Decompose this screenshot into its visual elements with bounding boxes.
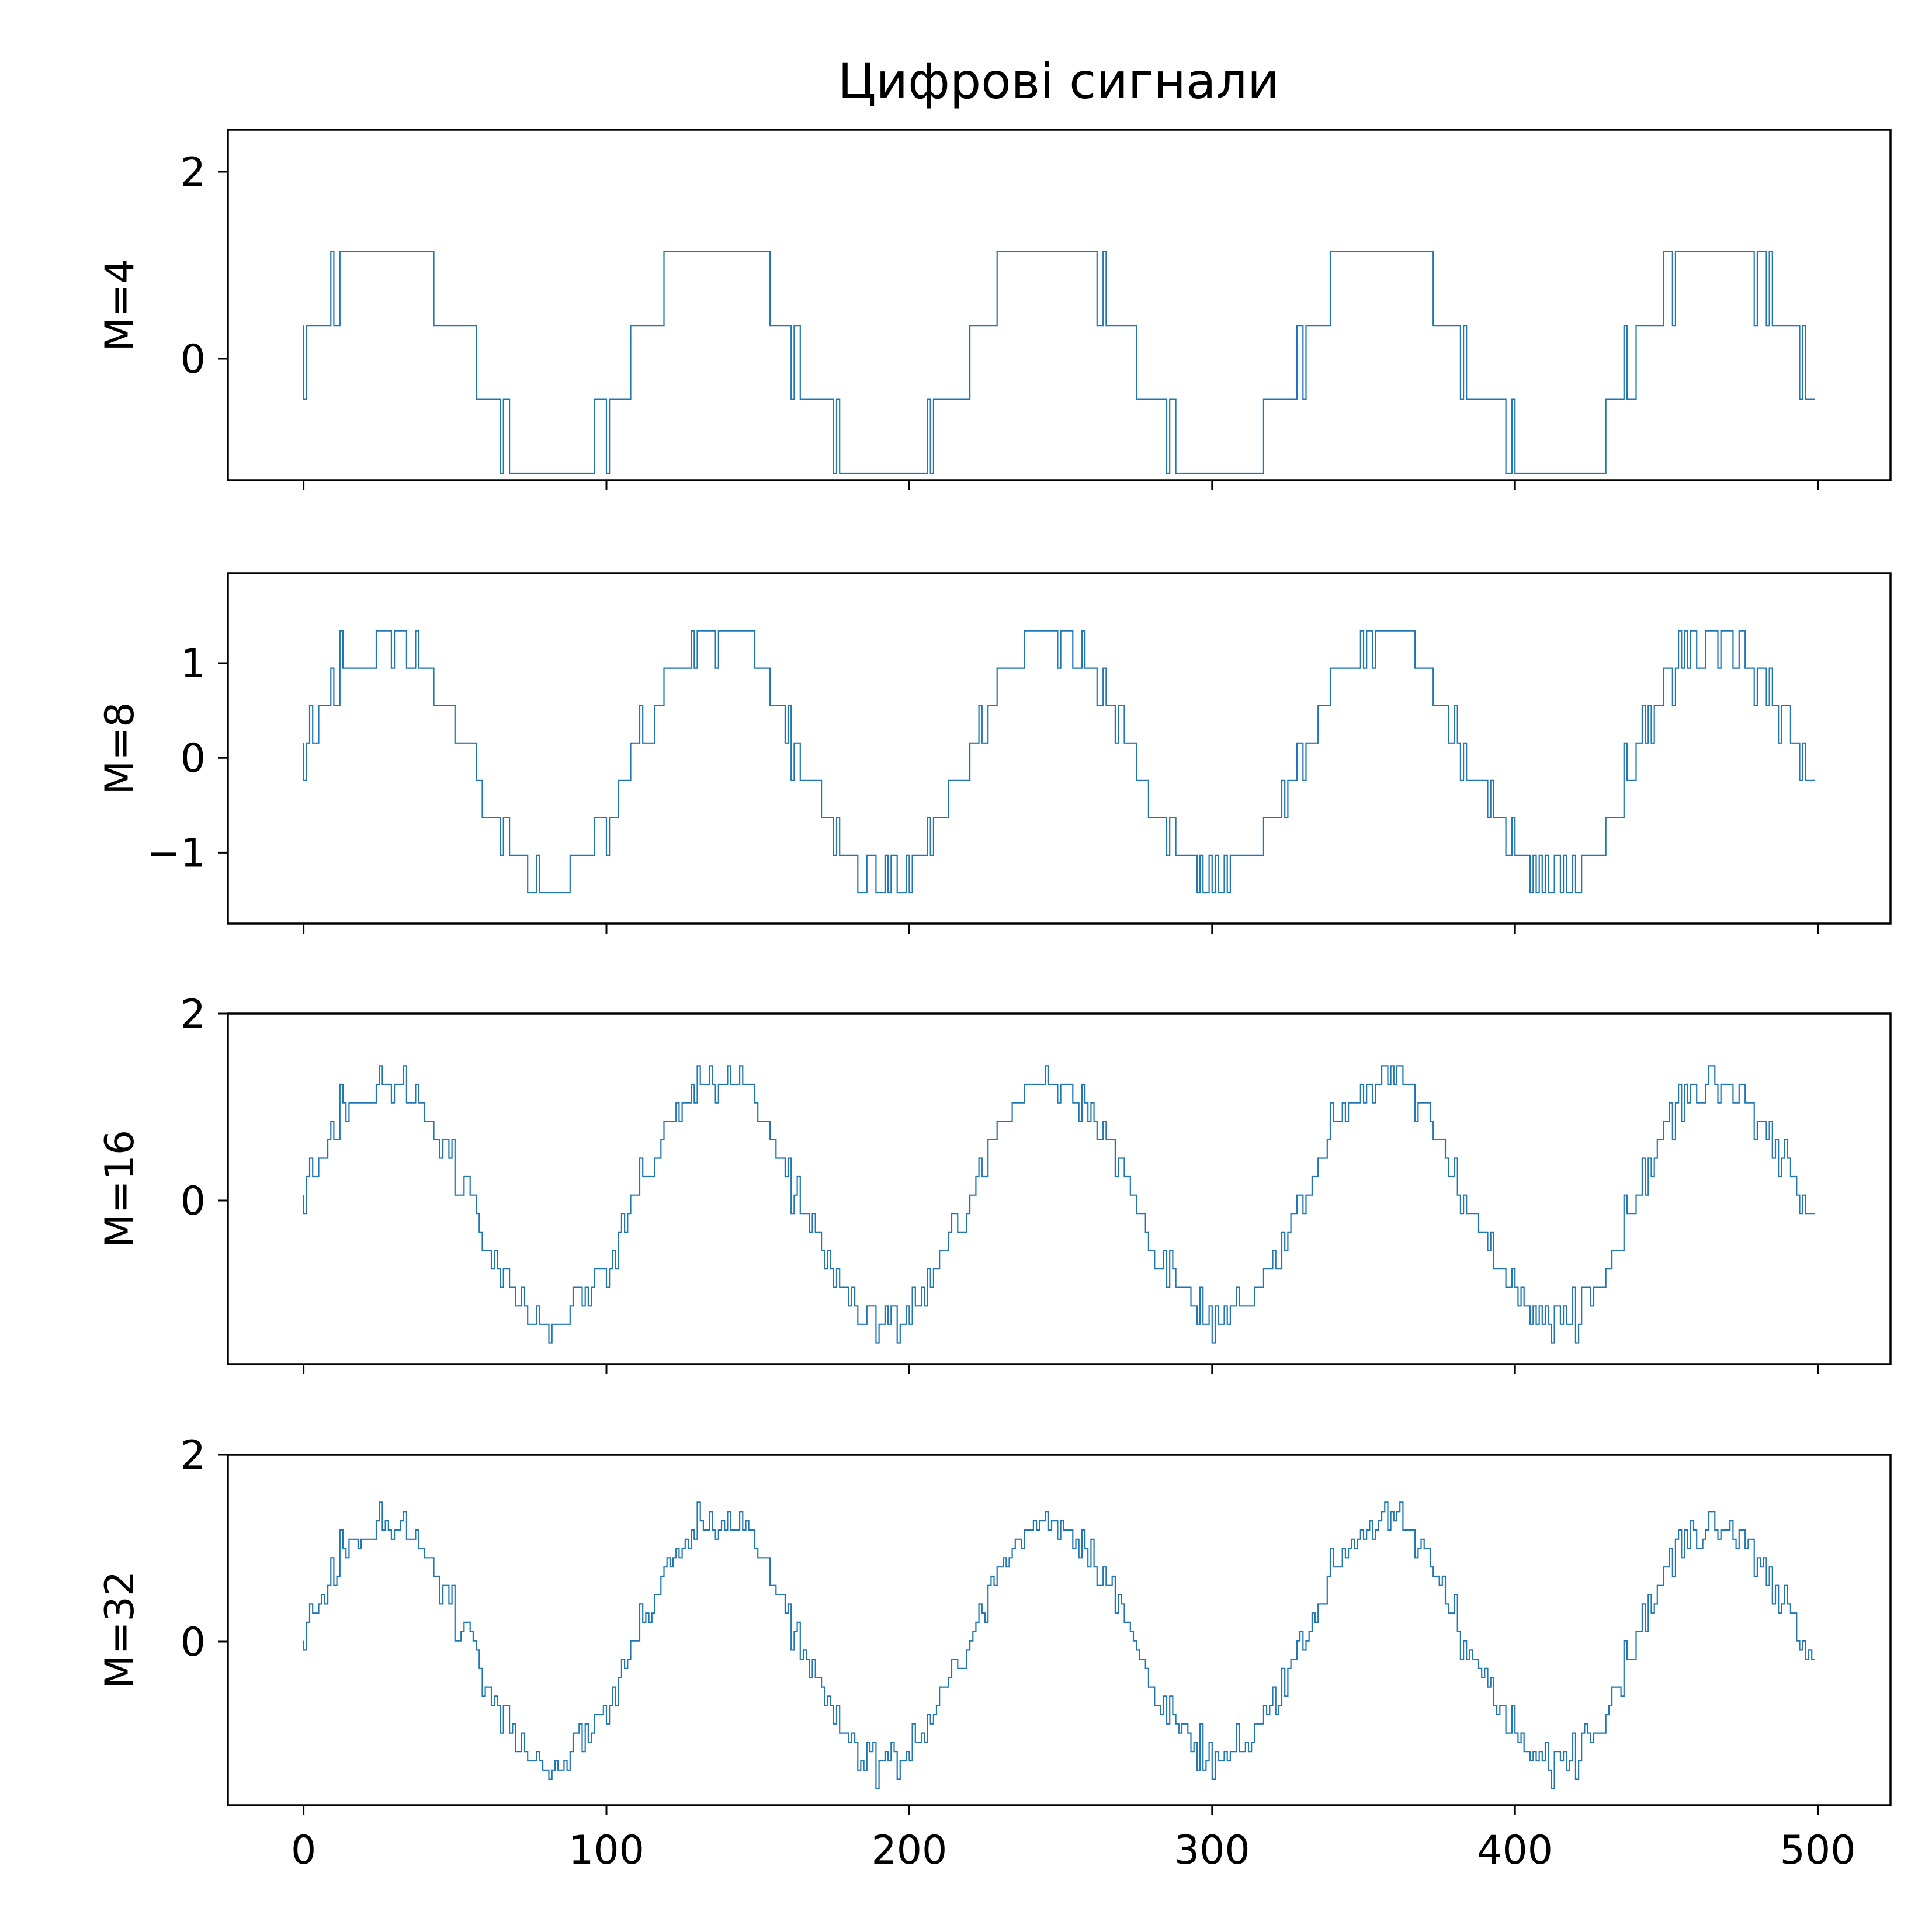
subplot-1: 0 2 M=4 xyxy=(97,129,1892,490)
chart-title: Цифрові сигнали xyxy=(838,53,1279,110)
x-tick-label: 200 xyxy=(871,1827,947,1874)
y-tick-label: 2 xyxy=(181,991,206,1038)
axes-frame xyxy=(227,129,1892,481)
x-tick-label: 100 xyxy=(568,1827,644,1874)
y-tick-label: 0 xyxy=(181,337,206,383)
x-tick-label: 500 xyxy=(1780,1827,1856,1874)
y-tick-label: 0 xyxy=(181,736,206,782)
y-axis-label: M=4 xyxy=(97,259,143,352)
y-tick-label: −1 xyxy=(147,830,206,876)
y-tick-label: 1 xyxy=(181,641,206,687)
axes-frame xyxy=(227,572,1892,925)
x-tick-label: 400 xyxy=(1477,1827,1553,1874)
signal-line-M=4 xyxy=(303,251,1815,474)
y-tick-label: 2 xyxy=(181,1432,206,1479)
subplot-4: 0 100 200 300 400 500 0 2 M=32 xyxy=(97,1432,1892,1874)
axes-frame xyxy=(227,1454,1892,1806)
x-tick-label: 0 xyxy=(291,1827,316,1874)
axes-frame xyxy=(227,1012,1892,1365)
signal-line-M=32 xyxy=(303,1501,1815,1789)
signal-line-M=8 xyxy=(303,630,1815,894)
subplots: 0 2 M=4 −1 0 1 M=8 0 2 M=16 0 100 200 300 400 500 0 2 M=32 xyxy=(97,129,1892,1874)
subplot-3: 0 2 M=16 xyxy=(97,991,1892,1374)
y-tick-label: 2 xyxy=(181,150,206,196)
signal-line-M=16 xyxy=(303,1065,1815,1344)
y-tick-label: 0 xyxy=(181,1619,206,1666)
subplot-2: −1 0 1 M=8 xyxy=(97,572,1892,934)
y-axis-label: M=32 xyxy=(97,1571,143,1689)
x-tick-label: 300 xyxy=(1174,1827,1250,1874)
y-axis-label: M=8 xyxy=(97,702,143,795)
y-axis-label: M=16 xyxy=(97,1130,143,1248)
y-tick-label: 0 xyxy=(181,1178,206,1225)
